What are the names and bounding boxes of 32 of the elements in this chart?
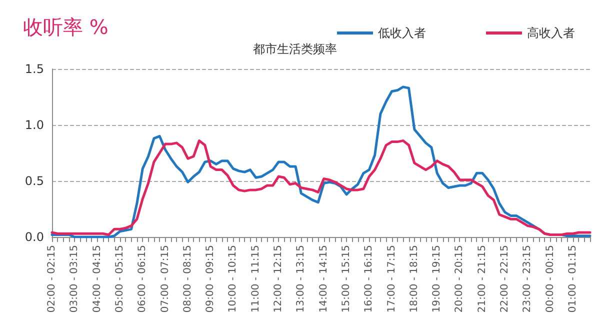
x-tick-label: 07:00 - 07:15 <box>160 245 171 313</box>
x-tick-label: 22:00 - 22:15 <box>500 245 511 313</box>
legend-label: 高收入者 <box>527 26 575 40</box>
x-tick-label: 12:00 - 12:15 <box>273 245 284 313</box>
x-tick-label: 18:00 - 18:15 <box>408 245 420 313</box>
x-tick-label: 19:00 - 19:15 <box>432 245 443 313</box>
x-tick-label: 20:00 - 20:15 <box>454 245 466 313</box>
x-tick-label: 05:00 - 05:15 <box>114 245 126 313</box>
x-tick-label: 21:00 - 21:15 <box>476 245 488 313</box>
x-tick-label: 06:00 - 06:15 <box>137 245 148 313</box>
chart-title: 都市生活类频率 <box>253 42 337 56</box>
x-tick-label: 04:00 - 04:15 <box>92 245 103 313</box>
x-tick-label: 10:00 - 10:15 <box>228 245 239 313</box>
x-tick-label: 23:00 - 23:15 <box>522 245 534 313</box>
x-tick-label: 15:00 - 15:15 <box>340 245 352 313</box>
x-tick-label: 14:00 - 14:15 <box>318 245 330 313</box>
y-tick-label: 0.5 <box>24 174 44 188</box>
legend-label: 低收入者 <box>378 26 426 40</box>
x-tick-label: 17:00 - 17:15 <box>386 245 398 313</box>
y-tick-label: 1.0 <box>24 118 44 132</box>
x-tick-label: 01:00 - 01:15 <box>568 245 579 313</box>
x-tick-label: 13:00 - 13:15 <box>296 245 307 313</box>
x-tick-label: 00:00 - 00:15 <box>544 245 556 313</box>
x-tick-label: 08:00 - 08:15 <box>182 245 194 313</box>
y-tick-label: 0.0 <box>24 230 44 244</box>
y-axis-title: 收听率 % <box>23 15 108 39</box>
x-tick-label: 09:00 - 09:15 <box>205 245 216 313</box>
y-tick-label: 1.5 <box>24 62 44 76</box>
x-tick-label: 16:00 - 16:15 <box>364 245 375 313</box>
x-tick-label: 03:00 - 03:15 <box>69 245 80 313</box>
x-tick-label: 11:00 - 11:15 <box>250 245 262 313</box>
x-tick-label: 02:00 - 02:15 <box>46 245 58 313</box>
